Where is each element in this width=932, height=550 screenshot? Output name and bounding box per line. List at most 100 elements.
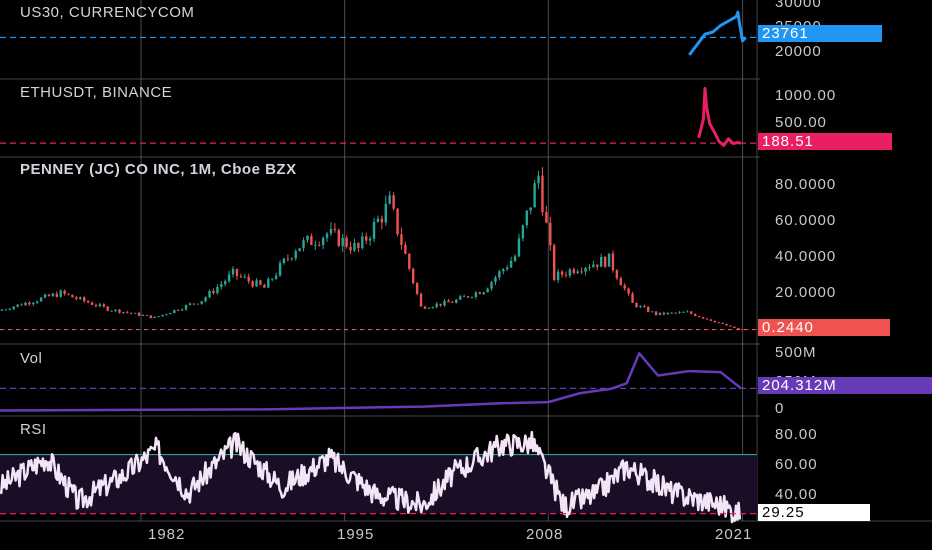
candle-body [318, 244, 321, 246]
candle-body [47, 294, 51, 297]
candle-body [470, 297, 474, 298]
candle-body [392, 195, 395, 209]
candle-body [388, 195, 391, 204]
candle-body [20, 304, 23, 306]
candle-body [525, 210, 528, 226]
candle-body [474, 292, 478, 298]
candle-body [16, 304, 19, 307]
candle-body [177, 309, 180, 311]
candle-body [122, 312, 125, 313]
candle-body [208, 290, 211, 298]
y-tick: 80.00 [775, 426, 818, 443]
candle-body [502, 269, 505, 272]
candle-body [161, 314, 164, 317]
pane-label-rsi[interactable]: RSI [20, 421, 47, 438]
candle-body [0, 309, 4, 311]
candle-body [408, 253, 411, 269]
candle-body [682, 312, 685, 313]
candle-body [325, 233, 329, 238]
y-tick: 30000 [775, 0, 822, 11]
candle-body [137, 312, 141, 316]
last-price-badge-eth: 188.51 [758, 133, 892, 150]
candle-body [196, 303, 199, 305]
candle-body [592, 264, 595, 268]
candle-body [180, 309, 184, 311]
candle-body [141, 315, 145, 316]
candle-body [455, 299, 458, 303]
candle-body [400, 234, 403, 245]
candle-body [79, 297, 82, 299]
y-tick: 40.0000 [775, 248, 837, 265]
candle-body [419, 293, 423, 307]
candle-body [32, 302, 35, 305]
candle-body [353, 242, 356, 251]
candle-body [235, 268, 239, 277]
candle-body [415, 282, 419, 294]
candle-body [247, 276, 250, 282]
candle-body [462, 296, 466, 298]
candle-body [306, 235, 309, 241]
candle-body [286, 258, 290, 260]
candle-body [192, 303, 196, 305]
candle-body [623, 285, 626, 289]
last-price-badge-volume: 204.312M [758, 377, 932, 394]
candle-body [553, 245, 556, 280]
y-tick: 60.00 [775, 456, 818, 473]
candle-body [173, 309, 176, 314]
y-tick: 20.0000 [775, 284, 837, 301]
candle-body [368, 238, 372, 241]
candle-body [466, 296, 470, 298]
volume-series-line [0, 352, 742, 412]
candle-body [55, 293, 58, 297]
candle-body [639, 306, 642, 308]
candle-body [506, 267, 509, 270]
candle-body [650, 311, 654, 313]
candle-body [361, 236, 364, 249]
candle-body [384, 203, 387, 223]
candle-body [83, 297, 86, 302]
pane-label-us30[interactable]: US30, CURRENCYCOM [20, 4, 195, 21]
candle-body [509, 260, 513, 268]
candle-body [145, 315, 149, 316]
candle-body [153, 316, 156, 318]
pane-label-main[interactable]: PENNEY (JC) CO INC, 1M, Cboe BZX [20, 161, 297, 178]
candle-body [259, 280, 262, 285]
candle-body [114, 309, 117, 311]
pane-label-volume[interactable]: Vol [20, 350, 43, 367]
candle-body [149, 315, 152, 318]
candle-body [694, 313, 697, 317]
candle-body [243, 276, 246, 278]
candle-body [39, 297, 43, 302]
candle-body [709, 319, 713, 321]
candle-body [596, 264, 599, 267]
candle-body [267, 278, 270, 288]
candle-body [263, 284, 266, 288]
candle-body [314, 244, 317, 246]
y-tick: 0 [775, 400, 785, 417]
candle-body [697, 316, 701, 318]
candle-body [184, 304, 188, 310]
candle-body [423, 306, 427, 309]
candle-body [227, 274, 231, 282]
candle-body [619, 278, 622, 286]
eth-series-line [697, 86, 742, 147]
candle-body [603, 256, 607, 267]
pane-label-eth[interactable]: ETHUSDT, BINANCE [20, 84, 173, 101]
candle-body [239, 276, 243, 277]
y-tick: 1000.00 [775, 87, 837, 104]
candle-body [106, 306, 109, 311]
candle-body [690, 311, 693, 314]
candle-body [376, 218, 380, 222]
candle-body [28, 302, 31, 305]
candle-body [51, 293, 55, 297]
candle-body [130, 312, 133, 314]
candle-body [24, 302, 27, 306]
candle-body [102, 304, 105, 307]
last-price-badge-us30: 23761 [758, 25, 882, 42]
candle-body [333, 228, 337, 230]
candle-body [86, 301, 90, 303]
candle-body [580, 271, 583, 273]
candle-body [521, 225, 525, 239]
